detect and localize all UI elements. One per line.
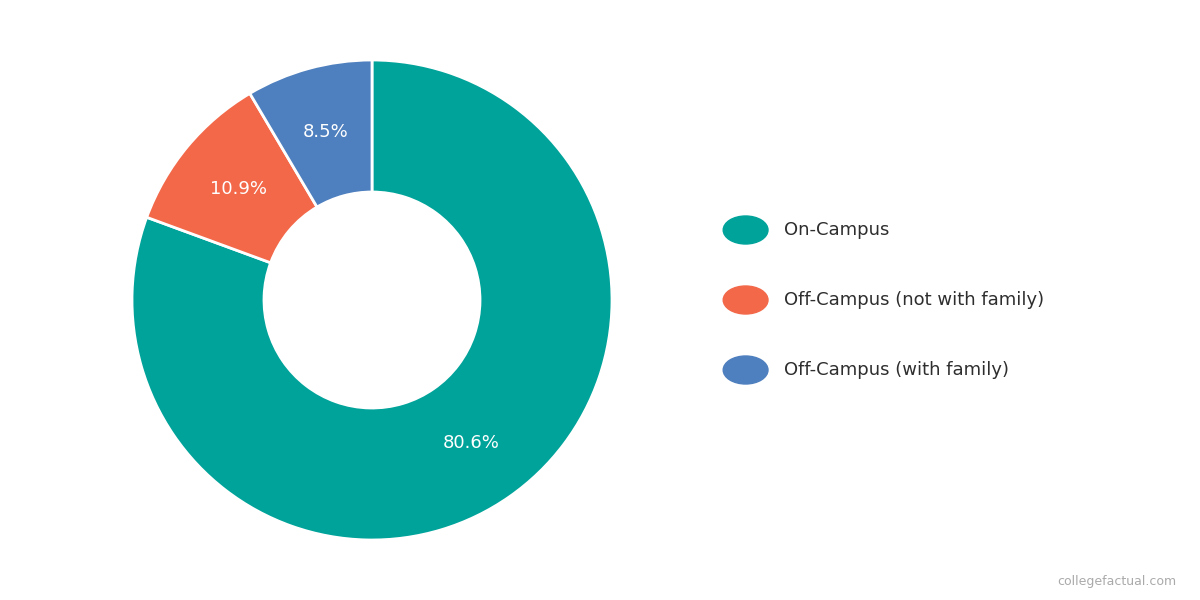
Text: 10.9%: 10.9% [210,179,266,197]
Text: 80.6%: 80.6% [443,434,500,452]
Text: 8.5%: 8.5% [304,123,349,141]
Text: collegefactual.com: collegefactual.com [1057,575,1176,588]
Text: Off-Campus (with family): Off-Campus (with family) [784,361,1009,379]
Circle shape [724,356,768,384]
Circle shape [724,286,768,314]
Text: On-Campus: On-Campus [784,221,889,239]
Wedge shape [250,60,372,207]
Wedge shape [146,94,317,263]
Wedge shape [132,60,612,540]
Text: Off-Campus (not with family): Off-Campus (not with family) [784,291,1044,309]
Circle shape [724,216,768,244]
